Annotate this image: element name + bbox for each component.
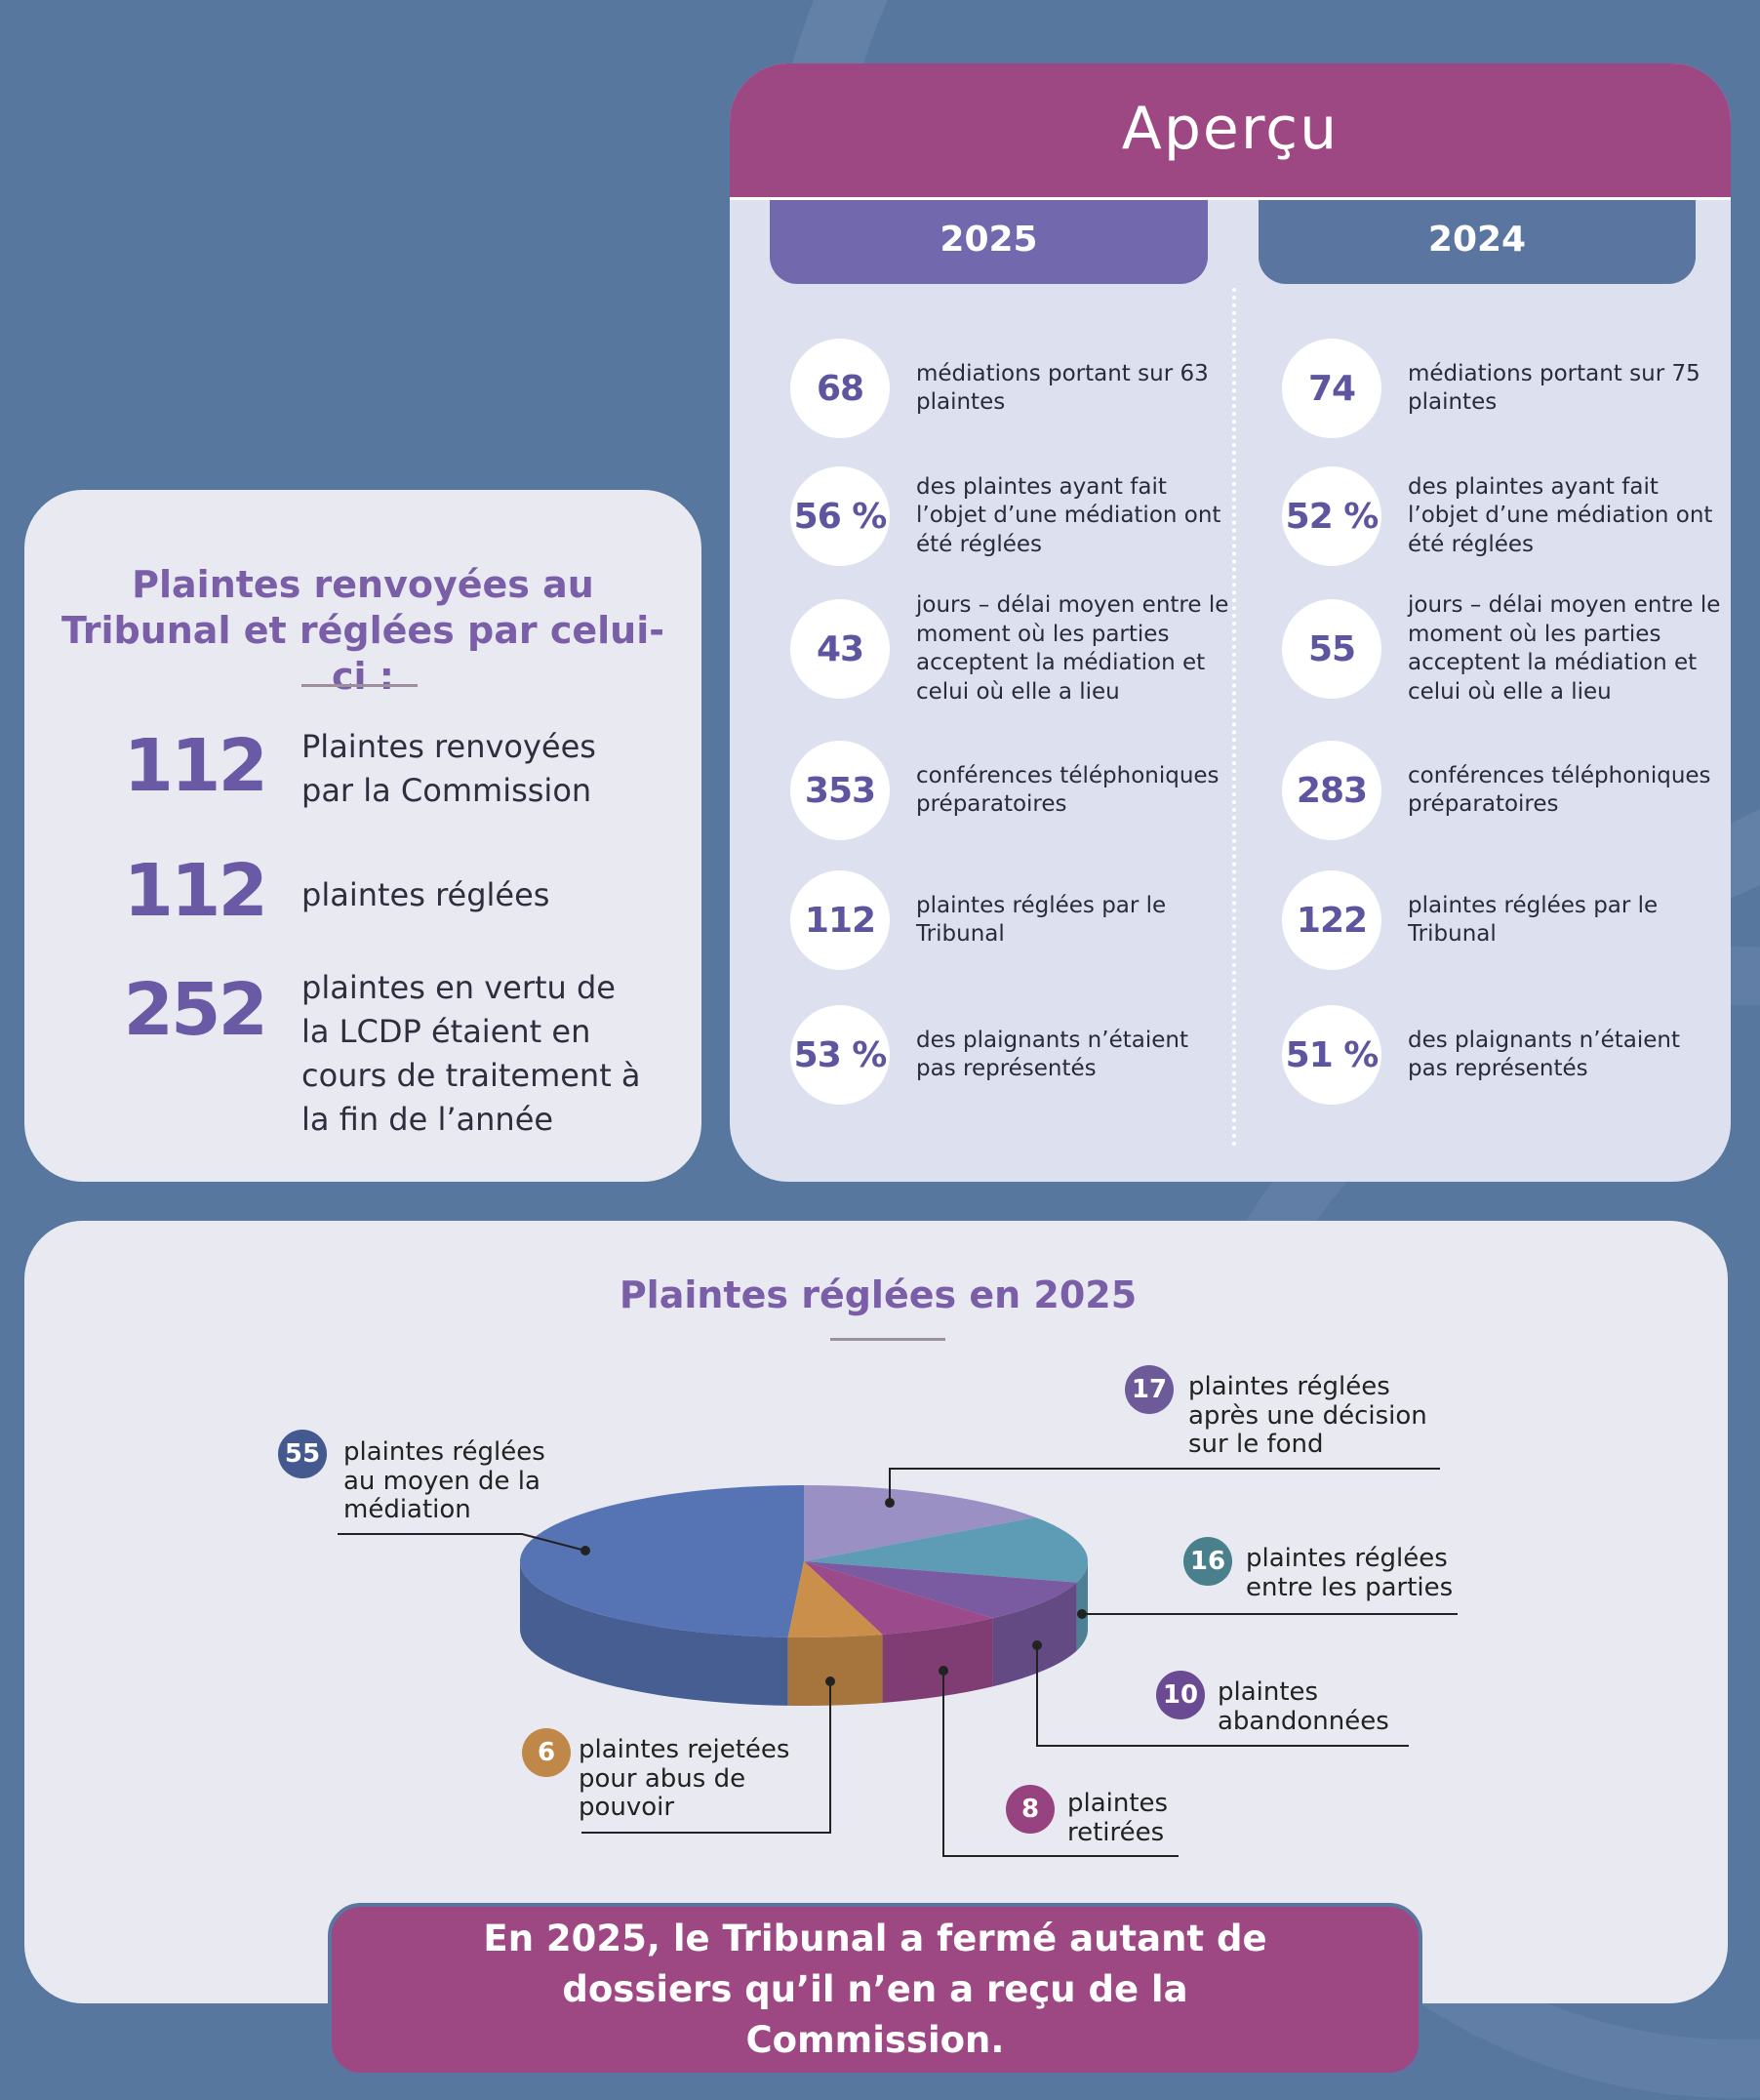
item-text: Plaintes renvoyées par la Commission: [301, 728, 596, 809]
stat-text: médiations portant sur 63 plaintes: [916, 360, 1209, 416]
slice-label: plaintes abandonnées: [1218, 1677, 1389, 1736]
slice-value: 8: [1006, 1785, 1055, 1834]
stat-value: 112: [790, 870, 890, 970]
stat-value: 68: [790, 339, 890, 438]
referred-card: Plaintes renvoyées au Tribunal et réglée…: [24, 490, 701, 1182]
stat-value: 74: [1282, 339, 1381, 438]
stat-text: des plaignants n’étaient pas représentés: [1408, 1027, 1680, 1082]
card-title: Plaintes renvoyées au Tribunal et réglée…: [60, 563, 664, 698]
slice-value: 16: [1183, 1537, 1232, 1586]
leader-line: [338, 1533, 586, 1552]
stat-text: jours – délai moyen entre le moment où l…: [916, 592, 1229, 705]
leader-dot: [825, 1676, 835, 1686]
pie-slice: [804, 1516, 1089, 1583]
pie-slice: [804, 1561, 993, 1635]
leader-line: [889, 1468, 1440, 1503]
stat-value: 56 %: [790, 466, 890, 566]
slice-value: 17: [1125, 1365, 1174, 1414]
year-tab: [770, 200, 1208, 284]
leader-dot: [580, 1546, 590, 1555]
slice-label: plaintes réglées après une décision sur …: [1188, 1372, 1427, 1459]
pie-side: [520, 1561, 788, 1706]
stat-text: médiations portant sur 75 plaintes: [1408, 360, 1700, 416]
stat-text: plaintes réglées par le Tribunal: [1408, 892, 1659, 948]
apercu-title: Aperçu: [1121, 95, 1340, 163]
pie-side: [882, 1618, 993, 1703]
stat-text: conférences téléphoniques préparatoires: [1408, 762, 1711, 818]
leader-line: [1036, 1645, 1409, 1747]
pie-slice: [520, 1485, 804, 1637]
pie-slice: [804, 1561, 1077, 1619]
stat-value: 53 %: [790, 1005, 890, 1105]
stat-value: 122: [1282, 870, 1381, 970]
pie-slice: [787, 1561, 883, 1638]
item-text: plaintes réglées: [301, 876, 550, 913]
leader-line: [942, 1671, 1179, 1857]
pie-side: [992, 1582, 1077, 1687]
column-divider: [1232, 288, 1236, 1147]
stat-text: jours – délai moyen entre le moment où l…: [1408, 592, 1721, 705]
item-value: 252: [123, 968, 268, 1052]
banner-text: En 2025, le Tribunal a fermé autant de d…: [483, 1918, 1267, 2061]
year-tab: [1259, 200, 1696, 284]
stat-text: des plaintes ayant fait l’objet d’une mé…: [1408, 473, 1713, 557]
slice-label: plaintes rejetées pour abus de pouvoir: [579, 1735, 790, 1822]
stat-value: 43: [790, 599, 890, 699]
stat-text: des plaignants n’étaient pas représentés: [916, 1027, 1188, 1082]
year-label: 2025: [940, 220, 1038, 260]
slice-value: 10: [1156, 1671, 1205, 1719]
stat-text: plaintes réglées par le Tribunal: [916, 892, 1167, 948]
year-label: 2024: [1427, 220, 1527, 260]
leader-dot: [1077, 1609, 1087, 1619]
pie-side: [1076, 1561, 1088, 1651]
leader-dot: [885, 1498, 895, 1508]
slice-label: plaintes retirées: [1067, 1789, 1169, 1847]
slice-value: 6: [522, 1728, 571, 1777]
stat-value: 51 %: [1282, 1005, 1381, 1105]
item-value: 112: [123, 849, 268, 933]
stat-text: des plaintes ayant fait l’objet d’une mé…: [916, 473, 1221, 557]
leader-dot: [1032, 1640, 1042, 1650]
item-value: 112: [123, 724, 268, 808]
pie-slice: [804, 1485, 1036, 1561]
apercu-header: [730, 63, 1731, 200]
pie-side: [787, 1634, 883, 1706]
divider: [830, 1338, 945, 1341]
leader-line: [581, 1681, 831, 1834]
stat-value: 52 %: [1282, 466, 1381, 566]
item-text: plaintes en vertu de la LCDP étaient en …: [301, 969, 641, 1138]
leader-dot: [939, 1666, 948, 1676]
divider: [301, 684, 418, 687]
chart-title: Plaintes réglées en 2025: [619, 1273, 1138, 1316]
slice-label: plaintes réglées entre les parties: [1246, 1544, 1454, 1602]
banner: En 2025, le Tribunal a fermé autant de d…: [328, 1903, 1422, 2077]
stat-value: 55: [1282, 599, 1381, 699]
apercu-card: Aperçu 2025 2024 68 médiations portant su…: [730, 63, 1731, 1182]
stat-text: conférences téléphoniques préparatoires: [916, 762, 1220, 818]
stat-value: 353: [790, 741, 890, 840]
slice-value: 55: [278, 1430, 327, 1478]
stat-value: 283: [1282, 741, 1381, 840]
slice-label: plaintes réglées au moyen de la médiatio…: [343, 1437, 545, 1524]
